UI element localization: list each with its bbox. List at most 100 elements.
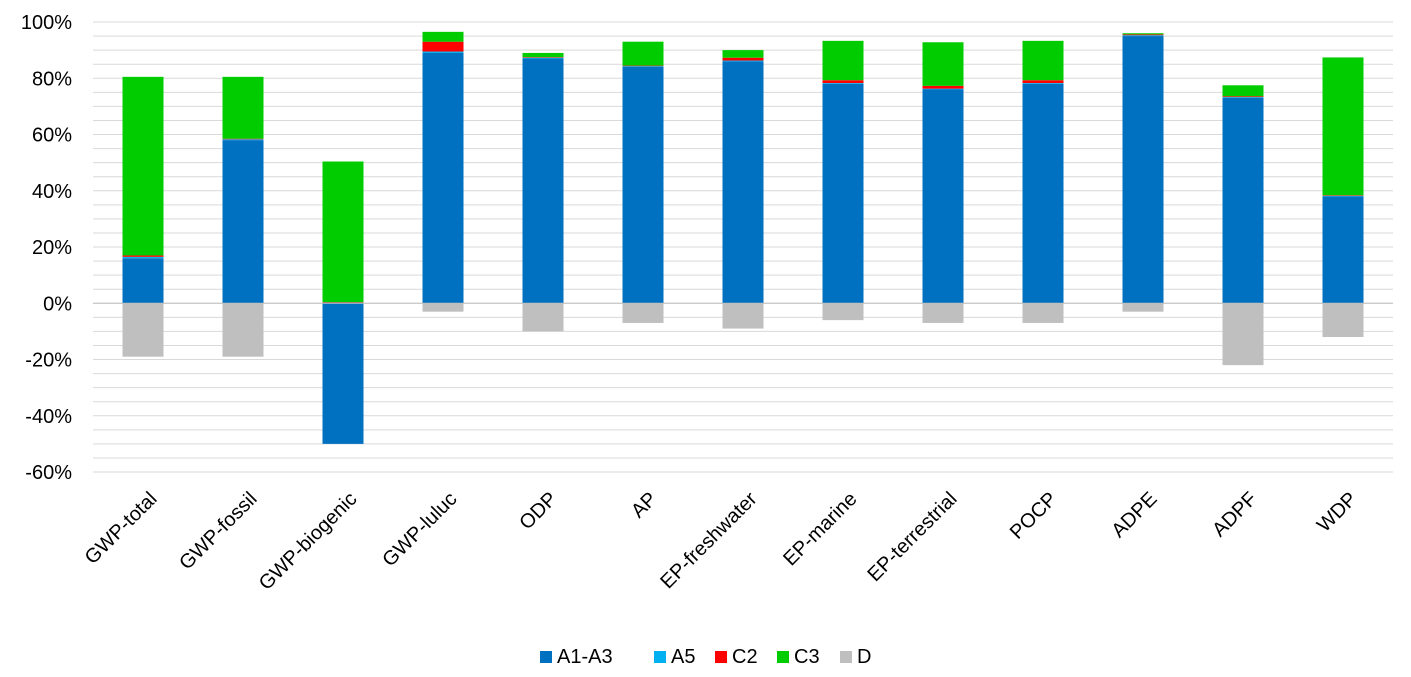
x-category-label: GWP-total bbox=[81, 488, 162, 569]
bar-segment-c2 bbox=[722, 57, 764, 61]
bar-segment-c2 bbox=[822, 80, 864, 84]
y-tick-label: 80% bbox=[32, 68, 72, 90]
y-tick-label: 100% bbox=[21, 12, 72, 34]
x-category-label: WDP bbox=[1313, 488, 1362, 537]
x-category-label: EP-freshwater bbox=[656, 488, 761, 593]
bar-segment-d bbox=[622, 303, 664, 323]
bar-segment-c3 bbox=[622, 41, 664, 66]
bar-segment-d bbox=[122, 303, 164, 357]
bar-segment-d bbox=[422, 303, 464, 312]
legend-swatch-c2 bbox=[715, 651, 727, 663]
bar-segment-c3 bbox=[822, 40, 864, 81]
x-category-label: GWP-fossil bbox=[175, 488, 261, 574]
bar-segment-d bbox=[1222, 303, 1264, 366]
x-category-label: EP-terrestrial bbox=[863, 488, 961, 586]
bar-segment-a1-a3 bbox=[1122, 36, 1164, 304]
x-category-label: GWP-biogenic bbox=[255, 488, 362, 595]
bar-segment-a5 bbox=[1022, 83, 1064, 84]
bar-segment-d bbox=[822, 303, 864, 321]
bar-segment-d bbox=[922, 303, 964, 323]
y-tick-label: 60% bbox=[32, 125, 72, 147]
y-tick-label: -20% bbox=[25, 350, 72, 372]
bar-segment-c3 bbox=[922, 42, 964, 86]
bar-segment-a5 bbox=[522, 57, 564, 59]
bar-segment-a1-a3 bbox=[222, 140, 264, 304]
y-tick-label: 40% bbox=[32, 181, 72, 203]
bar-segment-c2 bbox=[922, 85, 964, 89]
legend-label-a5: A5 bbox=[671, 646, 695, 668]
bar-segment-a5 bbox=[222, 139, 264, 141]
y-tick-label: -40% bbox=[25, 406, 72, 428]
bar-segment-c3 bbox=[522, 52, 564, 58]
bar-segment-c2 bbox=[322, 302, 364, 303]
bar-segment-c2 bbox=[622, 65, 664, 67]
bar-segment-c3 bbox=[222, 76, 264, 139]
bar-segment-c2 bbox=[222, 138, 264, 140]
bar-segment-c3 bbox=[422, 31, 464, 42]
bar-segment-a5 bbox=[1222, 97, 1264, 98]
bar-segment-a1-a3 bbox=[122, 258, 164, 304]
x-category-label: POCP bbox=[1006, 488, 1062, 544]
legend-swatch-c3 bbox=[777, 651, 789, 663]
x-category-label: ODP bbox=[515, 488, 561, 534]
bar-segment-d bbox=[522, 303, 564, 332]
x-category-label: GWP-luluc bbox=[378, 488, 461, 571]
bar-segment-c3 bbox=[122, 76, 164, 256]
bar-segment-c3 bbox=[722, 50, 764, 58]
legend-swatch-d bbox=[840, 651, 852, 663]
bars bbox=[122, 31, 1364, 444]
legend-swatch-a1-a3 bbox=[540, 651, 552, 663]
bar-segment-a5 bbox=[122, 256, 164, 259]
y-tick-label: -60% bbox=[25, 462, 72, 484]
legend-label-a1-a3: A1-A3 bbox=[557, 646, 613, 668]
bar-segment-c3 bbox=[1122, 33, 1164, 35]
bar-segment-c2 bbox=[1322, 195, 1364, 196]
y-axis-labels: 100% 80% 60% 40% 20% 0% -20% -40% -60% bbox=[21, 12, 72, 484]
bar-segment-a1-a3 bbox=[1022, 83, 1064, 304]
legend-label-c3: C3 bbox=[794, 646, 820, 668]
bar-segment-a1-a3 bbox=[422, 52, 464, 304]
bar-segment-a5 bbox=[1322, 195, 1364, 197]
bar-segment-a1-a3 bbox=[822, 83, 864, 304]
bar-segment-a1-a3 bbox=[1222, 97, 1264, 304]
bar-segment-c3 bbox=[1022, 40, 1064, 81]
bar-segment-a5 bbox=[422, 51, 464, 53]
bar-segment-a5 bbox=[822, 83, 864, 84]
bar-segment-c2 bbox=[1222, 96, 1264, 98]
x-category-label: ADPF bbox=[1208, 488, 1261, 541]
bar-segment-d bbox=[722, 303, 764, 329]
bar-segment-a5 bbox=[1122, 35, 1164, 37]
bar-segment-d bbox=[1022, 303, 1064, 323]
bar-segment-a1-a3 bbox=[922, 89, 964, 304]
bar-segment-c3 bbox=[322, 161, 364, 303]
legend-label-c2: C2 bbox=[732, 646, 758, 668]
bar-segment-c2 bbox=[1122, 34, 1164, 36]
bar-segment-a1-a3 bbox=[1322, 196, 1364, 304]
bar-segment-c2 bbox=[1022, 80, 1064, 84]
y-tick-label: 20% bbox=[32, 237, 72, 259]
bar-segment-c2 bbox=[522, 57, 564, 58]
bar-segment-d bbox=[1322, 303, 1364, 337]
bar-segment-a5 bbox=[922, 88, 964, 90]
bar-segment-c2 bbox=[422, 41, 464, 52]
bar-segment-a5 bbox=[622, 66, 664, 67]
bar-segment-a1-a3 bbox=[722, 61, 764, 304]
bar-segment-a1-a3 bbox=[322, 303, 364, 444]
bar-segment-a1-a3 bbox=[522, 58, 564, 304]
y-tick-label: 0% bbox=[43, 293, 72, 315]
bar-segment-d bbox=[1122, 303, 1164, 312]
bar-segment-c3 bbox=[1222, 85, 1264, 97]
legend: A1-A3 A5 C2 C3 D bbox=[540, 646, 871, 668]
legend-label-d: D bbox=[857, 646, 871, 668]
bar-segment-c3 bbox=[1322, 57, 1364, 196]
x-category-label: EP-marine bbox=[779, 488, 861, 570]
x-category-label: AP bbox=[627, 488, 661, 522]
legend-swatch-a5 bbox=[654, 651, 666, 663]
bar-segment-a5 bbox=[722, 60, 764, 62]
bar-segment-a1-a3 bbox=[622, 67, 664, 304]
bar-segment-c2 bbox=[122, 255, 164, 257]
x-category-label: ADPE bbox=[1107, 488, 1161, 542]
bar-segment-d bbox=[222, 303, 264, 357]
